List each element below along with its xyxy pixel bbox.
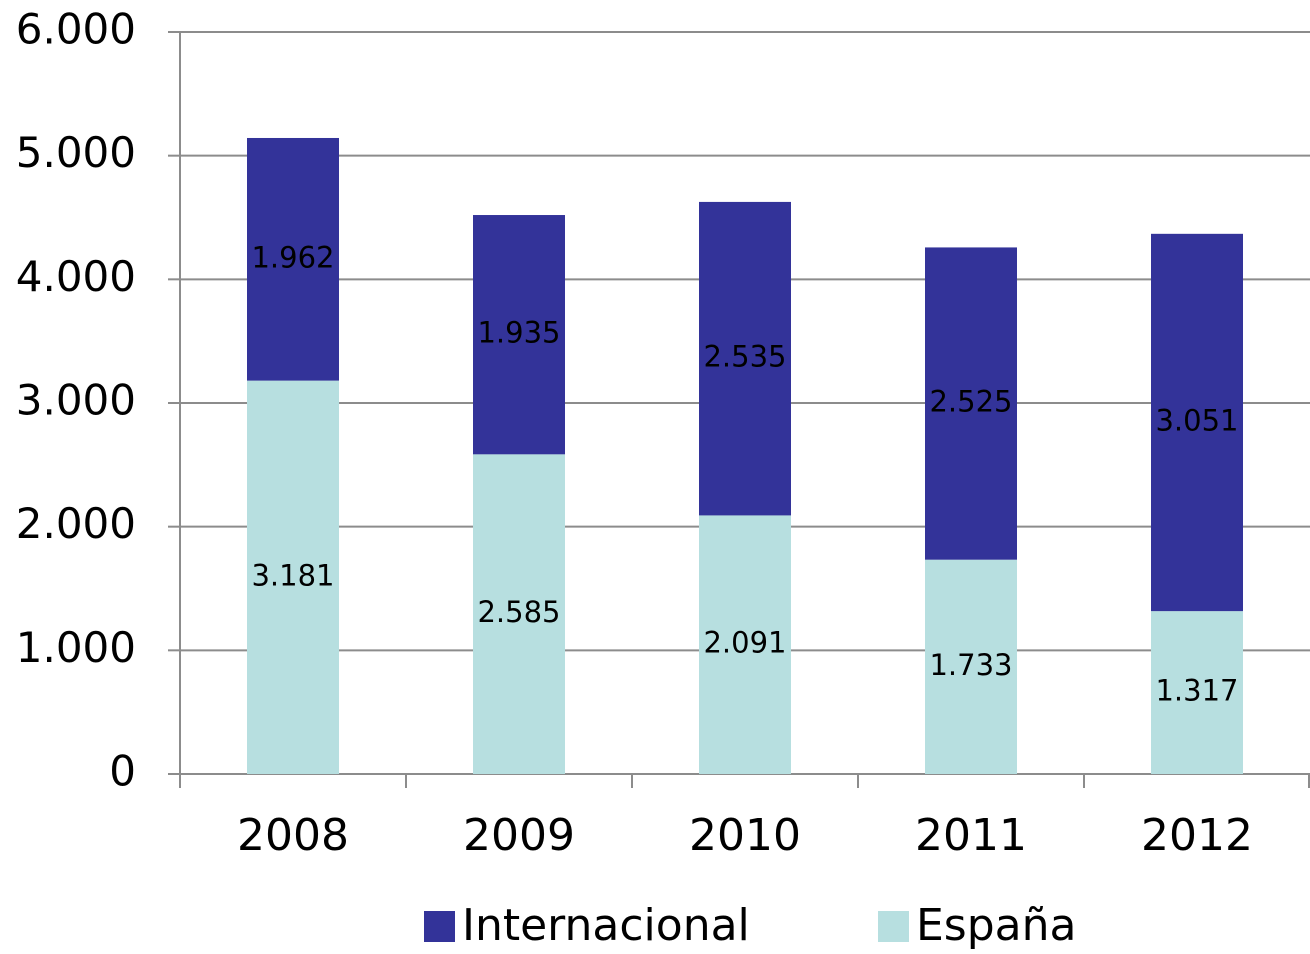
bar-segment bbox=[473, 215, 565, 455]
x-tick-label: 2012 bbox=[1141, 810, 1253, 861]
bar-segment bbox=[247, 380, 339, 774]
bar-segment bbox=[925, 247, 1017, 560]
legend-swatch bbox=[424, 911, 455, 942]
y-tick-label: 6.000 bbox=[16, 5, 136, 54]
data-label: 2.535 bbox=[703, 340, 786, 374]
bar-segment bbox=[473, 454, 565, 774]
data-label: 1.733 bbox=[929, 648, 1012, 682]
x-tick-label: 2009 bbox=[463, 810, 575, 861]
bar-segment bbox=[699, 515, 791, 774]
legend-swatch bbox=[878, 911, 909, 942]
bar-segment bbox=[925, 559, 1017, 774]
y-tick-label: 4.000 bbox=[16, 252, 136, 301]
legend-label: España bbox=[916, 900, 1076, 951]
data-label: 2.091 bbox=[703, 626, 786, 660]
legend-label: Internacional bbox=[462, 900, 750, 951]
bar-segment bbox=[1151, 233, 1243, 612]
x-tick-label: 2011 bbox=[915, 810, 1027, 861]
data-label: 1.317 bbox=[1155, 674, 1238, 708]
data-label: 3.051 bbox=[1155, 403, 1238, 437]
bar-segment bbox=[247, 137, 339, 381]
y-tick-label: 5.000 bbox=[16, 128, 136, 177]
data-label: 2.525 bbox=[929, 385, 1012, 419]
data-label: 1.935 bbox=[477, 316, 560, 350]
bar-segment bbox=[1151, 611, 1243, 774]
bar-segment bbox=[699, 201, 791, 516]
data-label: 3.181 bbox=[251, 558, 334, 592]
x-tick-label: 2010 bbox=[689, 810, 801, 861]
y-tick-label: 3.000 bbox=[16, 376, 136, 425]
y-tick-label: 1.000 bbox=[16, 623, 136, 672]
y-tick-label: 2.000 bbox=[16, 499, 136, 548]
y-tick-label: 0 bbox=[109, 747, 136, 796]
x-tick-label: 2008 bbox=[237, 810, 349, 861]
data-label: 1.962 bbox=[251, 240, 334, 274]
data-label: 2.585 bbox=[477, 595, 560, 629]
